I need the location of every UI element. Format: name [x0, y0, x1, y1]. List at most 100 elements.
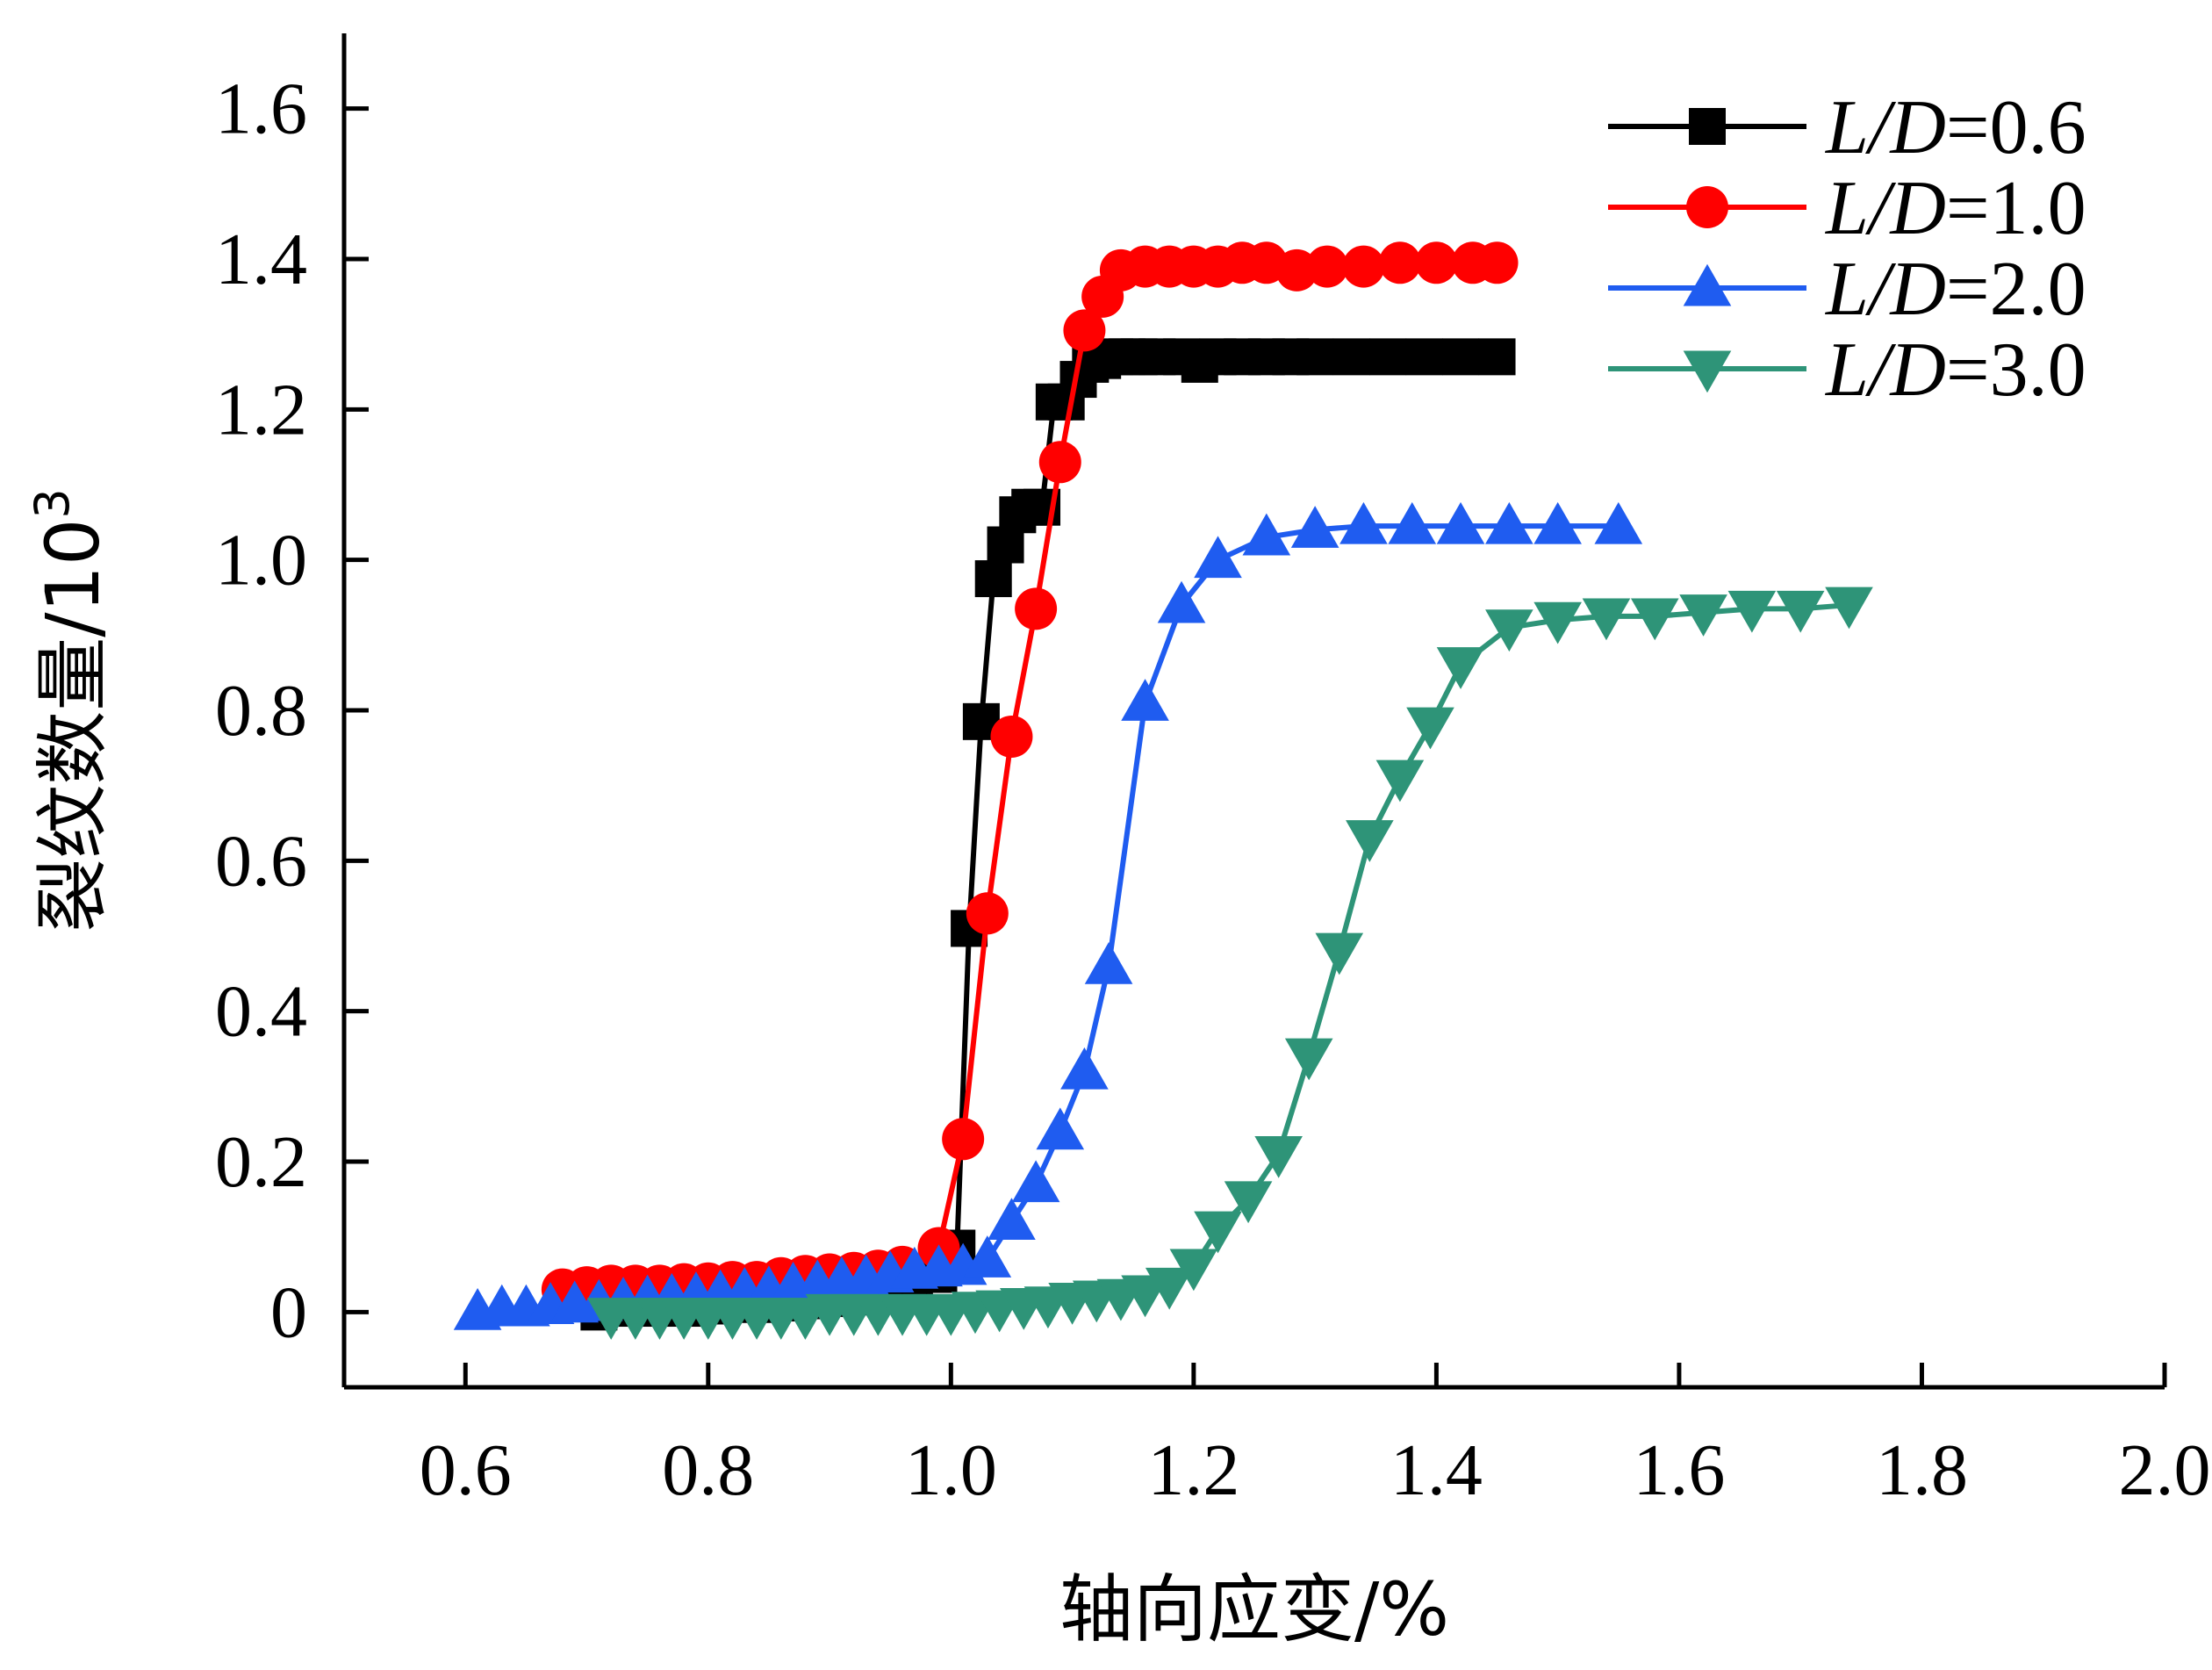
legend-label: L/D=3.0: [1824, 328, 2086, 413]
series-l-d-1-0-point: [966, 892, 1009, 935]
legend-label-value: =0.6: [1946, 85, 2086, 170]
series-l-d-2-0-point: [1485, 501, 1533, 544]
y-tick-label: 1.2: [215, 369, 307, 450]
series-l-d-3-0-point: [1582, 598, 1631, 641]
series-l-d-3-0-point: [1346, 820, 1394, 862]
series-l-d-0-6-point: [1296, 338, 1334, 376]
y-tick-label: 0.2: [215, 1121, 307, 1203]
legend-item-l-d-0-6: L/D=0.6: [1608, 85, 2086, 170]
x-tick-label: 1.4: [1390, 1429, 1483, 1511]
series-l-d-3-0-point: [1825, 587, 1873, 630]
y-tick-label: 0.4: [215, 971, 307, 1053]
legend-label: L/D=2.0: [1824, 247, 2086, 332]
legend-label-value: =3.0: [1946, 328, 2086, 413]
series-l-d-3-0-point: [1254, 1135, 1303, 1178]
y-tick-label: 1.4: [215, 219, 307, 300]
series-l-d-3-0-point: [1284, 1038, 1333, 1081]
y-axis-title: 裂纹数量/103: [25, 488, 116, 932]
legend-label-italic: L/D: [1824, 247, 1946, 332]
legend-point: [1686, 186, 1728, 228]
series-l-d-1-0-point: [1305, 245, 1348, 288]
legend-point: [1689, 108, 1726, 145]
series-l-d-3-0-point: [1533, 601, 1582, 644]
series-l-d-0-6-point: [1332, 338, 1370, 376]
series-l-d-2-0-point: [1060, 1047, 1109, 1090]
legend-label: L/D=0.6: [1824, 85, 2086, 170]
y-tick-label: 0.6: [215, 820, 307, 902]
legend: L/D=0.6L/D=1.0L/D=2.0L/D=3.0: [1608, 85, 2086, 413]
legend-item-l-d-1-0: L/D=1.0: [1608, 166, 2086, 251]
series-l-d-2-0-point: [1388, 501, 1437, 544]
series-l-d-2-0-point: [1157, 580, 1206, 623]
series-l-d-2-0-point: [1121, 679, 1169, 721]
series-l-d-3-0-point: [1630, 598, 1679, 641]
legend-point: [1683, 263, 1732, 306]
axes: 0.6 0.8 1.0 1.2 1.4 1.6 1.8 2.0 0 0.2 0.4 0.6 0.8 1.…: [215, 33, 2211, 1511]
legend-item-l-d-2-0: L/D=2.0: [1608, 247, 2086, 332]
series-l-d-3-0-point: [1776, 590, 1825, 633]
series-l-d-3-0-point: [1485, 609, 1533, 652]
legend-item-l-d-3-0: L/D=3.0: [1608, 328, 2086, 413]
x-tick-label: 0.8: [662, 1429, 754, 1511]
y-tick-label: 1.0: [215, 520, 307, 601]
series-l-d-2-0-point: [988, 1198, 1036, 1241]
x-tick-label: 1.8: [1876, 1429, 1968, 1511]
series-l-d-3-0-point: [1224, 1181, 1273, 1224]
legend-label-value: =2.0: [1946, 247, 2086, 332]
series-l-d-3-0-point: [1169, 1249, 1218, 1292]
x-tick-label: 1.0: [905, 1429, 997, 1511]
series-l-d-2-0-point: [1533, 501, 1582, 544]
y-axis-title-main: 裂纹数量/10: [30, 519, 116, 932]
y-ticks: 0 0.2 0.4 0.6 0.8 1.0 1.2 1.4 1.6: [215, 68, 369, 1353]
series-l-d-3-0-point: [1679, 594, 1727, 637]
series-l-d-3-0-point: [1145, 1267, 1194, 1310]
series-l-d-0-6-point: [1442, 338, 1480, 376]
series-l-d-1-0-point: [1476, 241, 1519, 284]
legend-label: L/D=1.0: [1824, 166, 2086, 251]
series-l-d-0-6-point: [974, 560, 1012, 598]
x-ticks: 0.6 0.8 1.0 1.2 1.4 1.6 1.8 2.0: [420, 1363, 2211, 1511]
x-tick-label: 2.0: [2119, 1429, 2211, 1511]
x-tick-label: 0.6: [420, 1429, 512, 1511]
series-l-d-2-0-point: [1036, 1107, 1085, 1150]
series-l-d-1-0-point: [942, 1118, 985, 1161]
x-tick-label: 1.2: [1147, 1429, 1239, 1511]
series-l-d-1-0-point: [1063, 309, 1106, 352]
series-l-d-2-0-point: [1084, 941, 1133, 984]
y-tick-label: 0.8: [215, 670, 307, 752]
y-tick-label: 0: [270, 1271, 307, 1353]
series-l-d-3-0-point: [1194, 1211, 1242, 1254]
series-l-d-3-0-point: [1375, 759, 1425, 803]
series-l-d-1-0-point: [1415, 241, 1458, 284]
series-l-d-2-0-point: [963, 1235, 1012, 1278]
series-l-d-1-0-point: [1342, 245, 1385, 288]
y-axis-title-superscript: 3: [25, 488, 80, 518]
series-l-d-2-0-point: [1290, 506, 1339, 548]
legend-label-italic: L/D: [1824, 166, 1946, 251]
series-l-d-2-0-point: [1594, 501, 1643, 544]
series-l-d-1-0-point: [990, 715, 1033, 758]
series-l-d-2-0-point: [1194, 536, 1242, 579]
x-tick-label: 1.6: [1633, 1429, 1725, 1511]
series-l-d-3-0: [586, 587, 1873, 1340]
series-l-d-1-0-point: [1378, 241, 1421, 284]
series-l-d-1-0-point: [1015, 587, 1058, 630]
series-l-d-0-6-point: [1405, 338, 1443, 376]
series-l-d-2-0-point: [1242, 513, 1291, 556]
series-l-d-1-0-point: [1038, 441, 1081, 484]
series-l-d-2-0: [453, 501, 1643, 1330]
legend-point: [1683, 350, 1732, 393]
series-l-d-2-0-point: [1339, 501, 1388, 544]
series-l-d-3-0-point: [1727, 590, 1777, 633]
plot-area: [453, 241, 1873, 1340]
series-l-d-1-0: [541, 241, 1519, 1311]
series-l-d-2-0-point: [1011, 1160, 1060, 1203]
series-l-d-0-6-point: [1369, 338, 1407, 376]
series-l-d-3-0-line: [611, 602, 1849, 1319]
legend-label-italic: L/D: [1824, 328, 1946, 413]
series-l-d-0-6-point: [1478, 338, 1516, 376]
legend-label-italic: L/D: [1824, 85, 1946, 170]
series-l-d-2-0-point: [1436, 501, 1485, 544]
x-axis-title: 轴向应变/%: [1059, 1566, 1449, 1652]
series-l-d-3-0-point: [1315, 932, 1364, 975]
